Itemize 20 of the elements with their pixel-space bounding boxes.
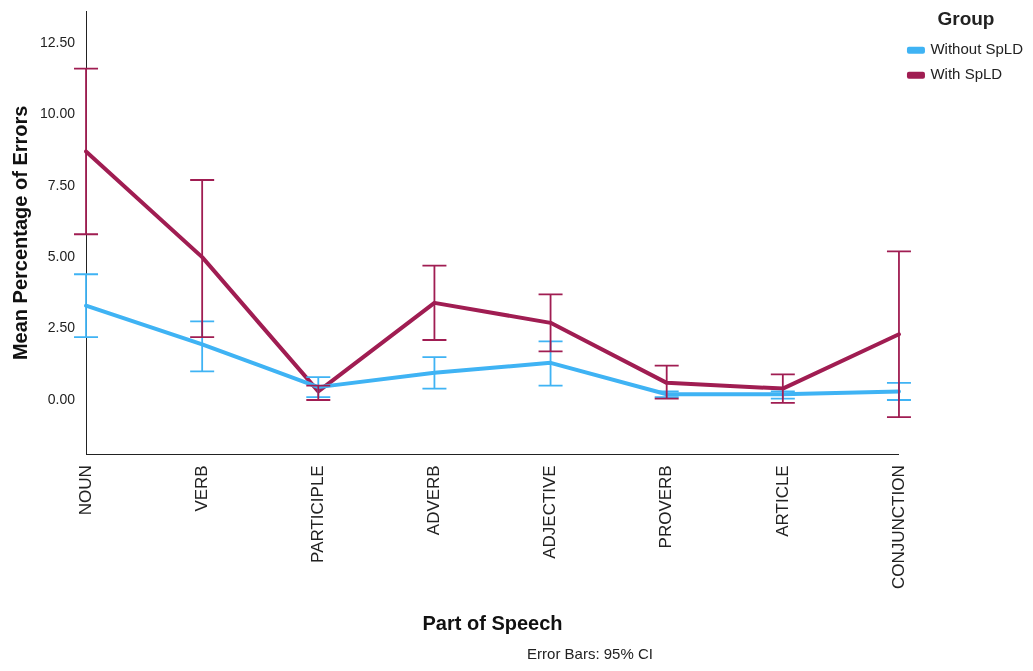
x-tick-label: ADVERB bbox=[424, 465, 444, 536]
y-tick-label: 12.50 bbox=[39, 33, 76, 50]
x-tick-label: NOUN bbox=[75, 465, 95, 516]
legend-label: With SpLD bbox=[930, 65, 1003, 83]
x-tick-label: VERB bbox=[191, 465, 211, 512]
text: Error Bars: 95% CI bbox=[526, 645, 654, 662]
x-tick-label: PROVERB bbox=[656, 465, 676, 549]
legend-title: Group bbox=[937, 7, 995, 29]
y-axis-title: Mean Percentage of Errors bbox=[8, 105, 31, 361]
x-tick-label: ARTICLE bbox=[772, 465, 792, 537]
x-tick-label: ADJECTIVE bbox=[540, 465, 560, 559]
y-tick-label: 2.50 bbox=[47, 319, 76, 336]
y-tick-label: 0.00 bbox=[47, 390, 76, 407]
x-axis-title: Part of Speech bbox=[422, 611, 563, 634]
x-tick-label: PARTICIPLE bbox=[307, 465, 327, 563]
y-tick-label: 10.00 bbox=[39, 105, 76, 122]
legend-label: Without SpLD bbox=[930, 40, 1024, 58]
y-tick-label: 7.50 bbox=[47, 176, 76, 193]
y-tick-label: 5.00 bbox=[47, 247, 76, 264]
x-tick-label: CONJUNCTION bbox=[888, 465, 908, 589]
